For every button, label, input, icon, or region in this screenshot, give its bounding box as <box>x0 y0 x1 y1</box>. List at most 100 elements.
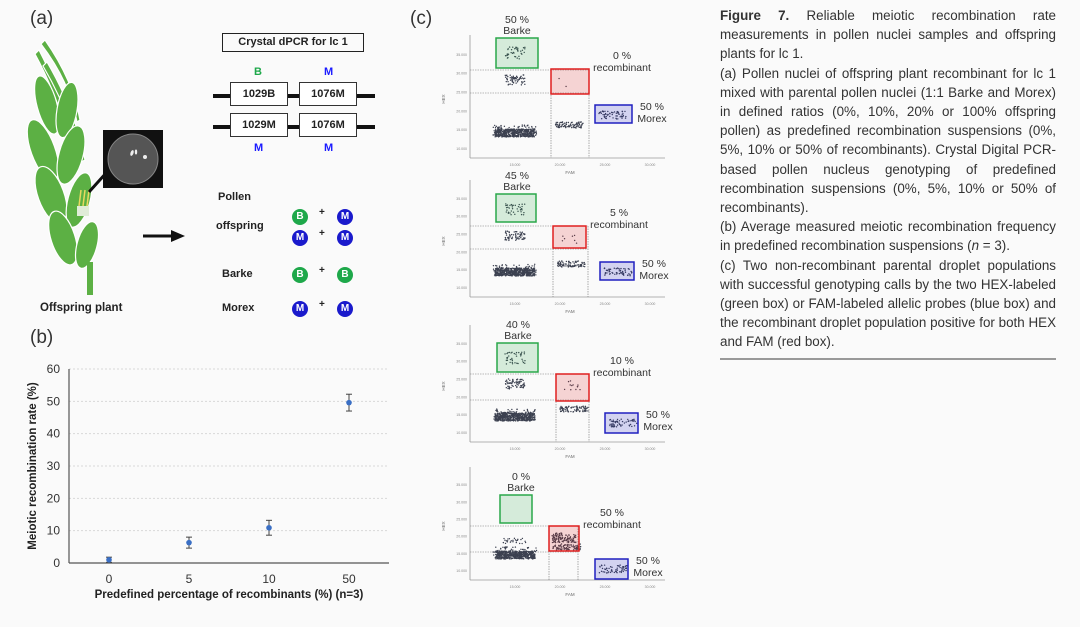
x-tick-label: 25.000 <box>600 585 611 589</box>
caption-para-c: (c) Two non-recombinant parental droplet… <box>720 257 1056 350</box>
recombinant-percent: 5 % <box>610 207 628 219</box>
x-tick-label: 15.000 <box>510 585 521 589</box>
y-tick-label: 35.000 <box>456 53 467 57</box>
arrow-right-icon <box>143 230 185 242</box>
morex-percent: 50 % <box>636 555 660 567</box>
pollen-row-offspring: offspring <box>216 220 264 232</box>
x-tick-label: 20.000 <box>555 447 566 451</box>
barke-gate-box <box>496 342 539 373</box>
y-tick-label: 20.000 <box>456 535 467 539</box>
recombinant-label: recombinant <box>593 367 651 379</box>
data-point <box>106 556 112 563</box>
barke-percent: 0 % <box>512 471 530 483</box>
y-tick-label: 10.000 <box>456 147 467 151</box>
x-tick-label: 0 <box>106 572 113 586</box>
y-tick-label: 20.000 <box>456 395 467 399</box>
morex-percent: 50 % <box>640 101 664 113</box>
allele-box-1029b: 1029B <box>230 82 288 106</box>
y-tick-label: 25.000 <box>456 518 467 522</box>
droplet-plot: 10.000 15.000 20.000 25.000 30.000 35.000 15.0… <box>441 14 667 175</box>
barke-gate-box <box>495 37 539 69</box>
barke-percent: 45 % <box>505 170 529 182</box>
dpcr-title-box: Crystal dPCR for lc 1 <box>222 33 364 52</box>
x-axis-label: FAM <box>565 309 575 314</box>
y-tick-label: 20 <box>47 491 61 505</box>
x-tick-label: 25.000 <box>600 447 611 451</box>
pollen-row-morex: Morex <box>222 302 255 314</box>
recombinant-gate-box <box>552 225 587 249</box>
x-tick-label: 25.000 <box>600 163 611 167</box>
pollen-nucleus-micrograph <box>87 130 163 194</box>
barke-gate-box <box>499 494 533 524</box>
plus-sign: + <box>319 299 325 310</box>
offspring-plant-label: Offspring plant <box>40 302 123 314</box>
floret <box>55 81 79 139</box>
y-axis-label: HEX <box>441 236 446 245</box>
morex-percent: 50 % <box>642 258 666 270</box>
x-tick-label: 30.000 <box>645 585 656 589</box>
allele-label-bottom-1: M <box>254 142 264 154</box>
panel-a-label: (a) <box>30 8 54 29</box>
y-tick-label: 0 <box>53 556 60 570</box>
barke-label: Barke <box>504 330 532 342</box>
caption-title-rest: Reliable meiotic recombination rate meas… <box>720 8 1056 62</box>
x-tick-label: 30.000 <box>645 447 656 451</box>
y-axis-label: HEX <box>441 381 446 390</box>
morex-label: Morex <box>633 567 663 579</box>
y-tick-label: 10.000 <box>456 569 467 573</box>
x-axis-label: FAM <box>565 454 575 459</box>
recombinant-percent: 10 % <box>610 355 634 367</box>
y-tick-label: 25.000 <box>456 378 467 382</box>
y-tick-label: 10.000 <box>456 431 467 435</box>
y-axis-label: HEX <box>441 521 446 530</box>
x-tick-label: 20.000 <box>555 302 566 306</box>
floret <box>56 125 86 185</box>
x-tick-label: 30.000 <box>645 302 656 306</box>
recombinant-percent: 50 % <box>600 507 624 519</box>
droplet-points <box>492 532 628 574</box>
y-tick-label: 30.000 <box>456 72 467 76</box>
barke-label: Barke <box>503 181 531 193</box>
barke-percent: 40 % <box>506 319 530 331</box>
genotype-circle-barke: B <box>292 267 308 283</box>
data-point <box>346 399 352 406</box>
morex-gate-box <box>594 558 629 580</box>
anther <box>78 189 90 207</box>
x-tick-label: 15.000 <box>510 302 521 306</box>
y-tick-label: 50 <box>47 394 61 408</box>
genotype-circle-morex: M <box>292 301 308 317</box>
y-tick-label: 60 <box>47 362 61 376</box>
barke-label: Barke <box>503 25 531 37</box>
morex-label: Morex <box>643 421 673 433</box>
recombinant-gate-box <box>550 68 590 95</box>
pollen-heading: Pollen <box>218 191 252 203</box>
y-tick-label: 30.000 <box>456 215 467 219</box>
morex-percent: 50 % <box>646 409 670 421</box>
y-tick-label: 15.000 <box>456 552 467 556</box>
x-axis-label: FAM <box>565 592 575 597</box>
x-tick-label: 15.000 <box>510 447 521 451</box>
floret <box>34 75 60 135</box>
data-point <box>266 524 272 531</box>
x-axis-label: Predefined percentage of recombinants (%… <box>95 589 364 601</box>
droplet-plot: 10.000 15.000 20.000 25.000 30.000 35.000 15.0… <box>441 170 669 314</box>
genotype-circle-morex: M <box>337 209 353 225</box>
droplet-points <box>493 351 638 428</box>
genotype-circle-barke: B <box>292 209 308 225</box>
plus-sign: + <box>319 265 325 276</box>
plus-sign: + <box>319 228 325 239</box>
allele-label-top-1: B <box>254 66 262 78</box>
recombinant-label: recombinant <box>590 219 648 231</box>
recombinant-label: recombinant <box>583 519 641 531</box>
barke-gate-box <box>495 193 537 223</box>
caption-rule <box>720 357 1056 360</box>
recombination-rate-chart: 0 10 20 30 40 50 60 0 5 10 50 Meiotic recombinati… <box>27 362 389 601</box>
floret <box>48 210 78 266</box>
y-tick-label: 25.000 <box>456 91 467 95</box>
caption-para-a: (a) Pollen nuclei of offspring plant rec… <box>720 65 1056 216</box>
y-tick-label: 35.000 <box>456 342 467 346</box>
x-tick-label: 20.000 <box>555 585 566 589</box>
morex-label: Morex <box>637 113 667 125</box>
y-tick-label: 15.000 <box>456 128 467 132</box>
genotype-circle-morex: M <box>337 230 353 246</box>
